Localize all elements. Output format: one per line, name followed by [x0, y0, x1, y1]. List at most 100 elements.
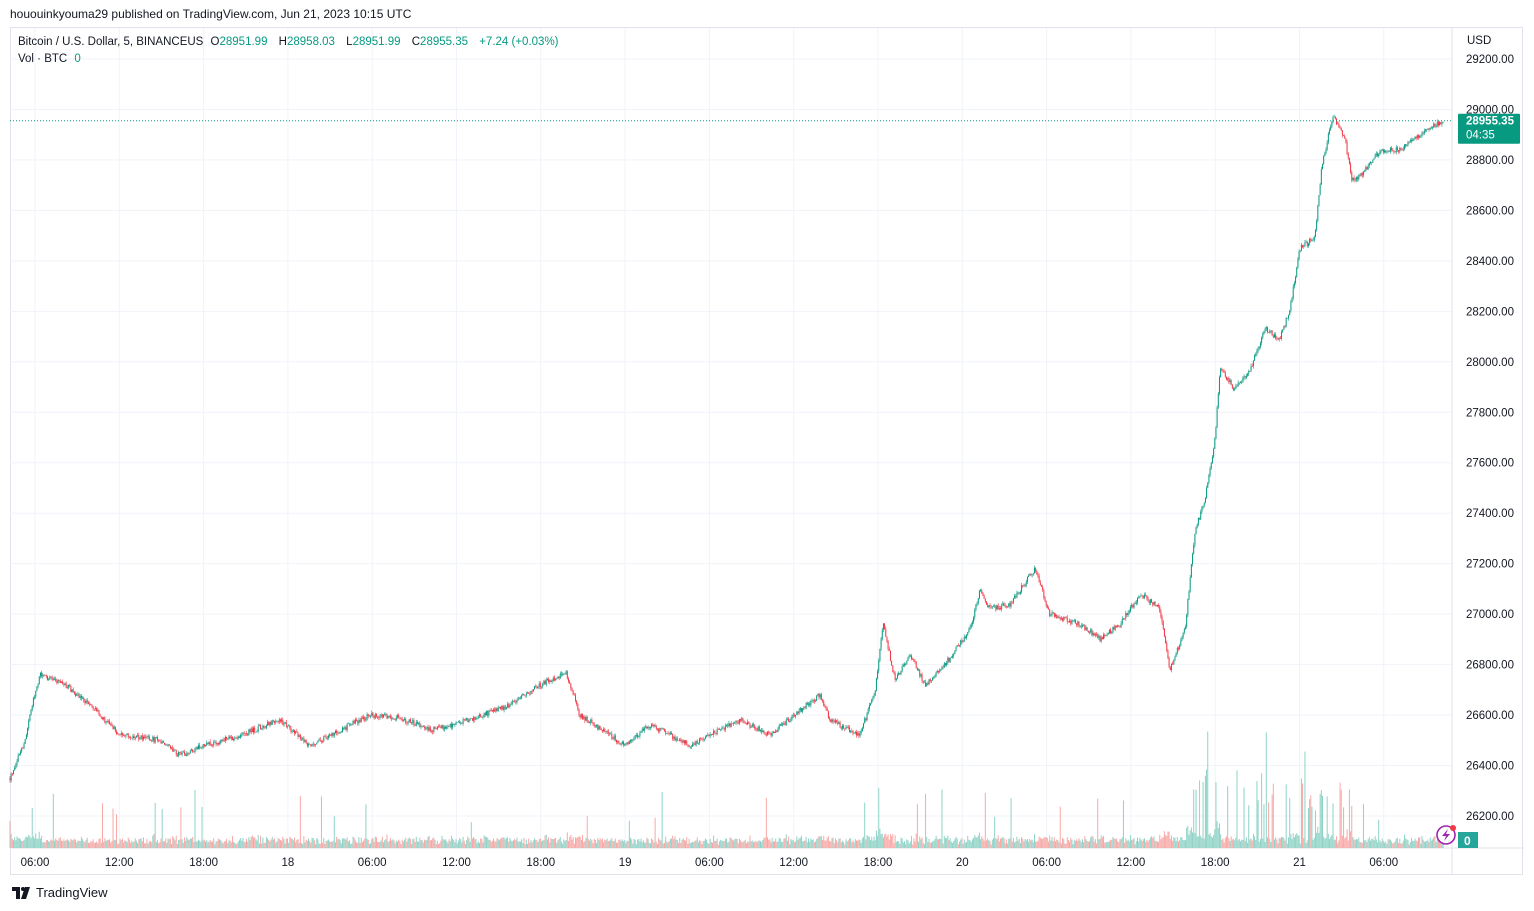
candle-body — [461, 722, 463, 724]
volume-bar — [1192, 832, 1194, 848]
volume-bar — [1275, 837, 1277, 848]
candle-body — [250, 728, 252, 732]
candle-body — [978, 590, 980, 599]
volume-bar — [1182, 839, 1184, 848]
candle-body — [1128, 611, 1130, 613]
candle-body — [505, 707, 507, 709]
candle-body — [1290, 302, 1292, 311]
volume-bar — [52, 794, 54, 848]
volume-bar — [841, 840, 843, 848]
candle-body — [1250, 365, 1252, 372]
candle-body — [603, 728, 605, 732]
volume-bar — [1384, 842, 1386, 848]
candle-body — [922, 681, 924, 683]
volume-bar — [927, 842, 929, 848]
volume-bar — [920, 839, 922, 848]
volume-bar — [640, 838, 642, 848]
candle-body — [1251, 365, 1253, 367]
volume-bar — [671, 838, 673, 848]
candle-body — [1405, 144, 1407, 147]
volume-bar — [1049, 835, 1051, 848]
volume-bar — [477, 841, 479, 848]
candle-body — [24, 739, 26, 744]
volume-bar — [1427, 839, 1429, 848]
price-tick-label: 29000.00 — [1466, 104, 1514, 116]
candle-body — [611, 733, 613, 739]
candle-body — [1094, 634, 1096, 636]
tradingview-logo[interactable]: TradingView — [12, 885, 108, 900]
volume-bar — [1364, 840, 1366, 848]
candle-body — [1121, 618, 1123, 624]
volume-bar — [49, 841, 51, 848]
volume-bar — [791, 840, 793, 848]
candle-body — [380, 714, 382, 717]
time-tick-label: 12:00 — [779, 857, 808, 869]
candle-body — [1183, 628, 1185, 633]
candle-body — [928, 679, 930, 685]
candle-body — [1346, 142, 1348, 155]
candle-body — [1291, 298, 1293, 303]
candle-body — [786, 718, 788, 720]
candle-body — [857, 733, 859, 736]
candle-body — [701, 738, 703, 740]
volume-bar — [900, 837, 902, 848]
volume-bar — [853, 842, 855, 848]
candle-body — [1392, 150, 1394, 151]
candle-body — [1225, 376, 1227, 380]
volume-bar — [544, 835, 546, 848]
candle-body — [884, 623, 886, 629]
volume-bar — [832, 837, 834, 848]
volume-bar — [441, 835, 443, 848]
candle-body — [741, 718, 743, 721]
volume-bar — [285, 838, 287, 848]
candle-body — [22, 748, 24, 749]
candle-body — [301, 738, 303, 740]
volume-bar — [1078, 838, 1080, 848]
candle-body — [1423, 130, 1425, 134]
volume-bar — [1304, 751, 1306, 848]
volume-bar — [752, 842, 754, 848]
candle-body — [830, 719, 832, 722]
volume-bar — [214, 844, 216, 848]
candle-body — [432, 730, 434, 733]
candle-body — [669, 732, 671, 734]
volume-bar — [398, 839, 400, 848]
volume-bar — [97, 843, 99, 848]
candle-body — [1077, 621, 1079, 625]
candle-body — [826, 708, 828, 712]
candle-body — [626, 742, 628, 745]
candle-body — [667, 733, 669, 734]
candle-body — [933, 677, 935, 678]
candle-body — [334, 730, 336, 734]
candle-body — [1430, 127, 1432, 129]
volume-bar — [632, 843, 634, 848]
candle-body — [613, 735, 615, 740]
candle-body — [872, 697, 874, 700]
volume-bar — [279, 839, 281, 848]
candle-body — [134, 737, 136, 739]
symbol-title[interactable]: Bitcoin / U.S. Dollar, 5, BINANCEUS — [18, 36, 204, 48]
volume-bar — [1360, 842, 1362, 848]
candle-body — [111, 723, 113, 726]
candle-body — [564, 673, 566, 675]
candle-body — [587, 721, 589, 723]
candle-body — [593, 723, 595, 726]
time-tick-label: 06:00 — [21, 857, 50, 869]
candle-body — [757, 726, 759, 731]
volume-bar — [848, 838, 850, 848]
time-tick-label: 19 — [619, 857, 632, 869]
candle-body — [1175, 652, 1177, 657]
lightning-icon[interactable] — [1436, 825, 1456, 845]
volume-bar — [101, 803, 103, 848]
volume-bar — [896, 841, 898, 848]
candle-body — [807, 703, 809, 705]
candle-body — [1220, 368, 1222, 377]
volume-bar — [256, 840, 258, 848]
volume-bar — [1092, 836, 1094, 848]
volume-bar — [1393, 842, 1395, 848]
chart-frame[interactable] — [10, 27, 1523, 875]
candle-body — [351, 724, 353, 725]
candle-body — [923, 681, 925, 683]
candle-body — [671, 732, 673, 734]
